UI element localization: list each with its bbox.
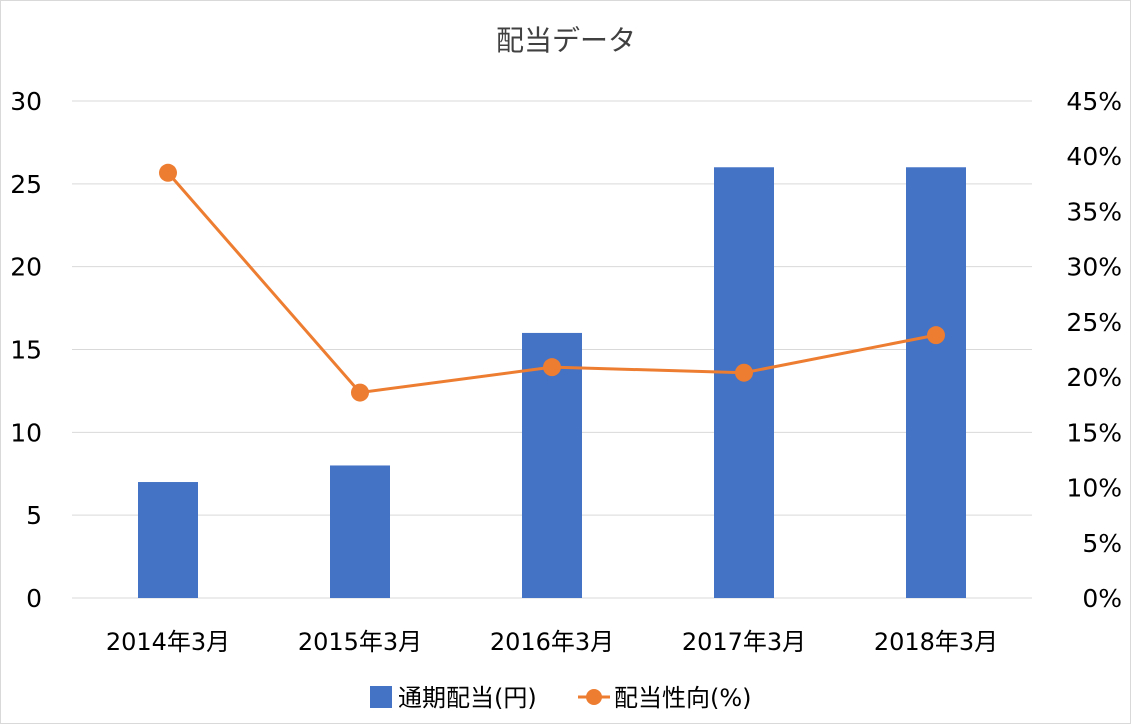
x-tick-label: 2018年3月 bbox=[874, 628, 998, 656]
line-point bbox=[543, 358, 561, 377]
right-tick-label: 0% bbox=[1082, 584, 1122, 613]
left-tick-label: 10 bbox=[10, 418, 42, 447]
legend-bar-swatch bbox=[370, 686, 392, 708]
left-tick-label: 30 bbox=[10, 87, 42, 116]
legend-bar-label: 通期配当(円) bbox=[398, 684, 537, 712]
line-series bbox=[159, 163, 945, 402]
bar-series bbox=[138, 167, 966, 598]
left-tick-label: 20 bbox=[10, 253, 42, 282]
bar bbox=[330, 465, 390, 598]
legend: 通期配当(円) 配当性向(%) bbox=[370, 684, 752, 712]
legend-line-label: 配当性向(%) bbox=[614, 684, 752, 712]
right-tick-label: 15% bbox=[1066, 418, 1122, 447]
left-tick-label: 5 bbox=[26, 501, 42, 530]
bar bbox=[138, 482, 198, 598]
line-point bbox=[927, 326, 945, 345]
line-point bbox=[351, 383, 369, 402]
line-point bbox=[735, 363, 753, 382]
right-tick-label: 25% bbox=[1066, 308, 1122, 337]
right-tick-label: 20% bbox=[1066, 363, 1122, 392]
x-tick-label: 2016年3月 bbox=[490, 628, 614, 656]
x-tick-label: 2017年3月 bbox=[682, 628, 806, 656]
bar bbox=[714, 167, 774, 598]
left-axis-ticks: 0 5 10 15 20 25 30 bbox=[10, 87, 42, 613]
right-tick-label: 45% bbox=[1066, 87, 1122, 116]
right-tick-label: 10% bbox=[1066, 474, 1122, 503]
bar bbox=[906, 167, 966, 598]
right-tick-label: 5% bbox=[1082, 529, 1122, 558]
gridlines bbox=[72, 100, 1032, 599]
right-axis-ticks: 0% 5% 10% 15% 20% 25% 30% 35% 40% 45% bbox=[1066, 87, 1122, 613]
x-tick-label: 2015年3月 bbox=[298, 628, 422, 656]
legend-line-marker bbox=[586, 689, 602, 705]
chart-title: 配当データ bbox=[496, 24, 636, 57]
right-tick-label: 40% bbox=[1066, 142, 1122, 171]
line-point bbox=[159, 163, 177, 182]
left-tick-label: 15 bbox=[10, 336, 42, 365]
left-tick-label: 25 bbox=[10, 170, 42, 199]
right-tick-label: 35% bbox=[1066, 197, 1122, 226]
x-tick-label: 2014年3月 bbox=[106, 628, 230, 656]
x-axis-ticks: 2014年3月 2015年3月 2016年3月 2017年3月 2018年3月 bbox=[106, 628, 998, 656]
left-tick-label: 0 bbox=[26, 584, 42, 613]
right-tick-label: 30% bbox=[1066, 253, 1122, 282]
bar bbox=[522, 332, 582, 598]
